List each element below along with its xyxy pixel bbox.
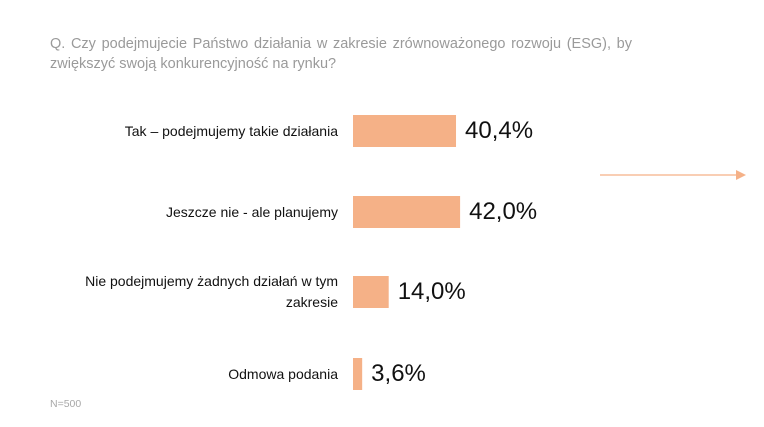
arrow-head-icon [736, 170, 746, 180]
category-label-0: Tak – podejmujemy takie działania [124, 122, 338, 139]
value-label-3: 3,6% [371, 360, 426, 387]
value-label-1: 42,0% [469, 198, 538, 225]
value-label-2: 14,0% [397, 278, 466, 305]
sample-size-note: N=500 [50, 398, 82, 410]
category-label-3: Odmowa podania [228, 365, 338, 382]
bar-1 [353, 196, 461, 228]
question-text: Q. Czy podejmujecie Państwo działania w … [50, 36, 632, 72]
category-label-1: Jeszcze nie - ale planujemy [166, 203, 338, 220]
value-label-0: 40,4% [465, 117, 534, 144]
category-label-2: Nie podejmujemy żadnych działań w tym za… [85, 273, 338, 310]
bar-2 [353, 276, 389, 308]
bar-0 [353, 115, 457, 147]
bar-3 [353, 358, 363, 390]
